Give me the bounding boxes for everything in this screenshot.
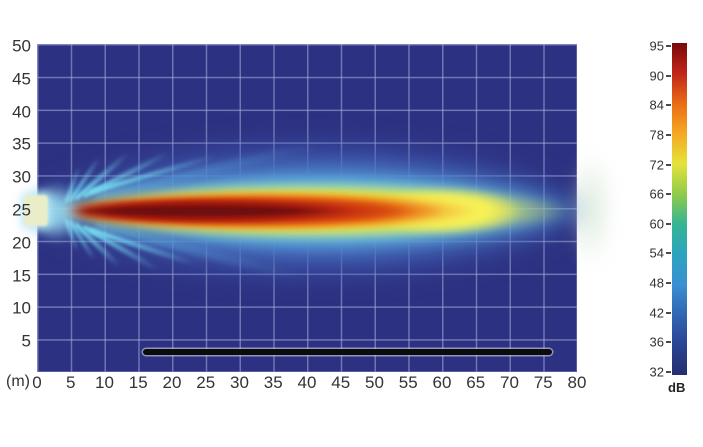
colorbar-tick-label: 36 [649, 334, 664, 350]
colorbar-tick-mark [666, 45, 671, 47]
upper-side-lobe-streak [81, 150, 170, 199]
x-tick-label: 25 [196, 373, 216, 392]
colorbar [672, 43, 687, 375]
upper-side-lobe-streak [88, 153, 217, 195]
y-tick-label: 45 [12, 69, 31, 89]
x-tick-label: 5 [66, 373, 76, 392]
x-tick-label: 80 [567, 373, 587, 392]
y-tick-label: 40 [12, 102, 31, 122]
x-tick-label: 75 [533, 373, 553, 392]
beam-red-layer [53, 197, 415, 225]
colorbar-tick-label: 66 [649, 186, 664, 202]
beam-outer-blue-halo [19, 130, 597, 290]
beam-maroon-core-line [65, 205, 335, 217]
colorbar-tick-label: 90 [649, 68, 664, 84]
colorbar-tick-mark [666, 371, 671, 373]
colorbar-tick-mark [666, 341, 671, 344]
colorbar-tick-label: 95 [649, 38, 664, 54]
beam-edge-glow [572, 150, 612, 268]
x-tick-label: 60 [432, 373, 452, 392]
beam-dark-red-core [55, 199, 355, 223]
colorbar-tick-mark [666, 311, 671, 314]
lower-side-lobe-streak [68, 219, 97, 262]
axis-unit-label: (m) [6, 373, 30, 390]
colorbar-tick-mark [666, 193, 671, 196]
y-tick-label: 20 [12, 233, 31, 253]
y-tick-label: 15 [12, 266, 31, 286]
colorbar-tick-mark [666, 74, 671, 77]
y-tick-label: 30 [12, 167, 31, 187]
y-tick-label: 5 [21, 331, 31, 351]
beam-cyan-fringe [57, 172, 587, 250]
lower-side-lobe-streak [81, 224, 159, 272]
x-tick-label: 40 [297, 373, 317, 392]
colorbar-tick-mark [666, 163, 671, 166]
lower-faint-side-lobe [93, 221, 305, 282]
colorbar-tick-mark [666, 222, 671, 225]
x-tick-label: 50 [365, 373, 384, 392]
x-tick-label: 35 [263, 373, 283, 392]
upper-side-lobe-streak [68, 156, 101, 203]
beam-bright-yellow-blob [367, 188, 522, 234]
colorbar-tick-mark [666, 252, 671, 255]
beam-light-blue-layer [49, 156, 597, 264]
beam-yellow-layer [49, 182, 571, 240]
source-glow [25, 182, 83, 242]
colorbar-tick-label: 42 [649, 305, 664, 321]
y-tick-label: 25 [12, 200, 31, 220]
x-tick-label: 70 [500, 373, 519, 392]
colorbar-tick-label: 84 [649, 97, 664, 113]
x-tick-label: 15 [128, 373, 148, 392]
colorbar-tick-label: 54 [649, 245, 664, 261]
colorbar-tick-label: 72 [649, 157, 664, 173]
colorbar-tick-label: 78 [649, 127, 664, 143]
lower-side-lobe-streak [88, 227, 197, 267]
colorbar-tick-label: 32 [649, 364, 664, 380]
colorbar-tick-mark [666, 133, 671, 136]
y-tick-label: 10 [12, 298, 31, 318]
upper-wide-side-lobe [73, 153, 413, 231]
lower-side-lobe-streak [73, 221, 122, 269]
lower-side-lobe-streak [64, 218, 79, 252]
x-tick-label: 30 [230, 373, 249, 392]
upper-side-lobe-streak [73, 151, 130, 202]
x-tick-label: 55 [398, 373, 418, 392]
x-tick-label: 45 [331, 373, 351, 392]
x-tick-label: 20 [162, 373, 182, 392]
beam-red-orange-layer [52, 194, 447, 228]
upper-faint-side-lobe [93, 139, 325, 201]
heatmap-plot-area [19, 44, 597, 372]
colorbar-tick-mark [666, 104, 671, 107]
colorbar-unit-label: dB [668, 380, 686, 395]
colorbar-tick-mark [666, 282, 671, 285]
y-tick-label: 35 [12, 134, 31, 154]
x-tick-label: 65 [466, 373, 486, 392]
y-tick-label: 50 [12, 36, 31, 56]
upper-side-lobe-streak [64, 166, 81, 204]
x-tick-label: 0 [32, 373, 42, 392]
colorbar-tick-label: 60 [649, 216, 664, 232]
colorbar-tick-label: 48 [649, 275, 664, 291]
beam-orange-layer [51, 190, 479, 232]
x-tick-label: 10 [95, 373, 114, 392]
obstacle-bar [143, 349, 552, 355]
lower-wide-side-lobe [73, 185, 403, 267]
